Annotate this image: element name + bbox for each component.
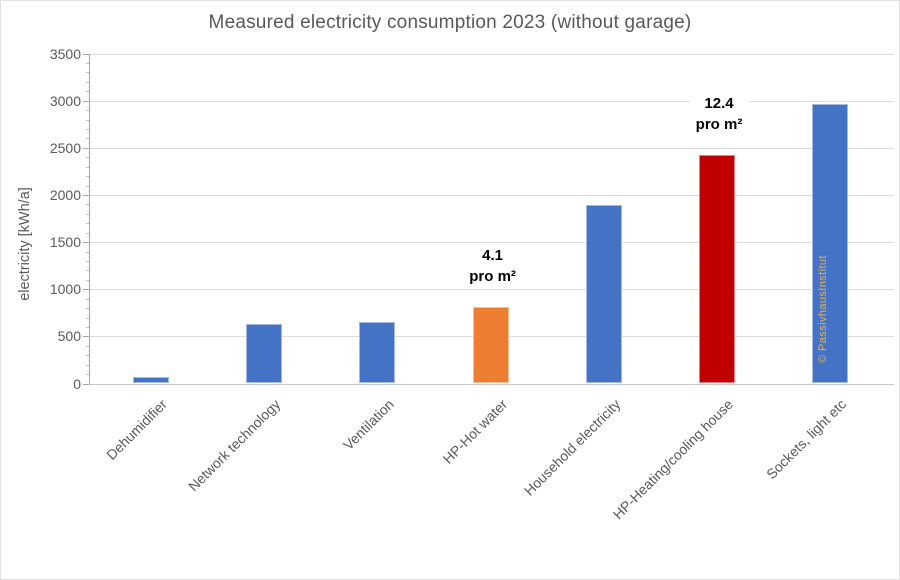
bar-hp-hot-water: [472, 306, 509, 384]
y-axis-minor-tick: [85, 298, 89, 300]
y-axis-tick: [83, 147, 89, 149]
y-axis-minor-tick: [85, 62, 89, 64]
y-axis-minor-tick: [85, 308, 89, 310]
x-axis-label-network-technology: Network technology: [185, 395, 284, 494]
x-axis-label-ventilation: Ventilation: [339, 395, 397, 453]
x-axis-line: [89, 383, 894, 385]
y-axis-minor-tick: [85, 176, 89, 178]
y-axis-minor-tick: [85, 260, 89, 262]
x-axis-label-hp-hot-water: HP-Hot water: [439, 395, 510, 467]
y-axis-minor-tick: [85, 317, 89, 319]
gridline: [89, 289, 894, 291]
y-axis-minor-tick: [85, 213, 89, 215]
y-axis-minor-tick: [85, 166, 89, 168]
y-axis-minor-tick: [85, 91, 89, 93]
gridline: [89, 242, 894, 244]
y-axis-minor-tick: [85, 270, 89, 272]
x-axis-label-household-electricity: Household electricity: [520, 395, 624, 499]
y-axis-minor-tick: [85, 185, 89, 187]
gridline: [89, 53, 894, 55]
y-axis-tick: [83, 194, 89, 196]
x-axis-label-hp-heating-cooling-house: HP-Heating/cooling house: [609, 395, 737, 522]
y-axis-minor-tick: [85, 119, 89, 121]
y-axis-minor-tick: [85, 279, 89, 281]
y-axis-minor-tick: [85, 251, 89, 253]
y-axis-minor-tick: [85, 72, 89, 74]
y-axis-tick-label: 1500: [49, 234, 81, 251]
bar-annotation-hp-hot-water: 4.1 pro m²: [463, 244, 522, 287]
y-axis-tick-label: 500: [57, 328, 81, 345]
gridline: [89, 194, 894, 196]
y-axis-tick: [83, 289, 89, 291]
y-axis-minor-tick: [85, 374, 89, 376]
bar-household-electricity: [585, 204, 622, 384]
y-axis-minor-tick: [85, 326, 89, 328]
y-axis-tick: [83, 53, 89, 55]
bar-annotation-hp-heating-cooling-house: 12.4 pro m²: [689, 92, 749, 135]
y-axis-minor-tick: [85, 138, 89, 140]
x-axis-label-sockets-light-etc: Sockets, light etc: [763, 395, 850, 482]
y-axis-minor-tick: [85, 345, 89, 347]
chart-title: Measured electricity consumption 2023 (w…: [208, 12, 692, 33]
y-axis-minor-tick: [85, 355, 89, 357]
y-axis-minor-tick: [85, 157, 89, 159]
bar-network-technology: [246, 323, 283, 384]
bar-dehumidifier: [133, 377, 169, 384]
y-axis-line: [89, 53, 90, 384]
y-axis-minor-tick: [85, 232, 89, 234]
y-axis-tick: [83, 242, 89, 244]
y-axis-tick-label: 3000: [49, 92, 81, 109]
bar-sockets-light-etc: [812, 103, 849, 384]
y-axis-tick-label: 2500: [49, 139, 81, 156]
gridline: [89, 147, 894, 149]
y-axis-tick-label: 2000: [49, 186, 81, 203]
y-axis-minor-tick: [85, 81, 89, 83]
y-axis-tick-label: 3500: [49, 45, 81, 62]
y-axis-minor-tick: [85, 128, 89, 130]
y-axis-tick: [83, 100, 89, 102]
gridline: [89, 100, 894, 102]
bar-hp-heating-cooling-house: [699, 154, 735, 384]
bar-ventilation: [359, 322, 396, 384]
y-axis-minor-tick: [85, 204, 89, 206]
y-axis-minor-tick: [85, 364, 89, 366]
y-axis-tick: [83, 383, 89, 385]
y-axis-minor-tick: [85, 223, 89, 225]
x-axis-label-dehumidifier: Dehumidifier: [103, 395, 171, 463]
y-axis-tick: [83, 336, 89, 338]
y-axis-tick-label: 0: [73, 375, 81, 392]
y-axis-minor-tick: [85, 110, 89, 112]
copyright-watermark: © PassivhausInstitut: [817, 255, 830, 363]
y-axis-tick-label: 1000: [49, 281, 81, 298]
